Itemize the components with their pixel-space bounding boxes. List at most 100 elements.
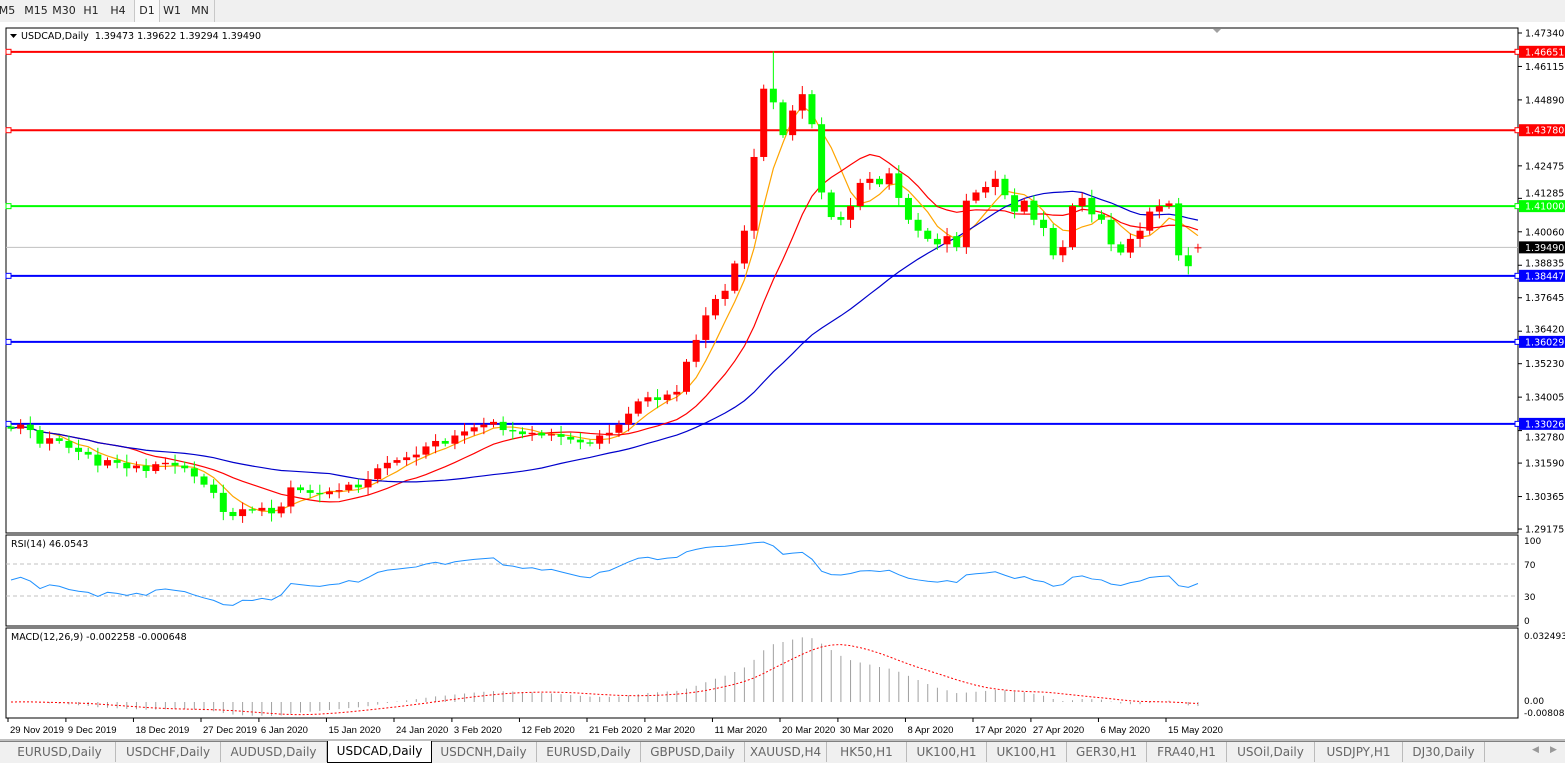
line-handle[interactable]	[5, 48, 12, 55]
macd-axis-label: 0.032493	[1524, 632, 1565, 642]
timeframe-mn[interactable]: MN	[191, 4, 209, 17]
candle-body	[711, 298, 719, 316]
candle	[1146, 207, 1154, 235]
chart-tab[interactable]: USOil,Daily	[1227, 742, 1315, 762]
candle-body	[441, 440, 449, 444]
chart-tab[interactable]: AUDUSD,Daily	[221, 742, 327, 762]
level-price-label-bg	[1519, 417, 1565, 430]
candle-body	[480, 424, 488, 428]
candle	[161, 457, 169, 470]
candle-body	[895, 173, 903, 198]
chart-tab[interactable]: EURUSD,Daily	[537, 742, 641, 762]
candle	[721, 283, 729, 306]
line-handle[interactable]	[5, 272, 12, 279]
candle	[972, 189, 980, 204]
timeframe-m5[interactable]: M5	[0, 4, 16, 17]
timeframe-m15[interactable]: M15	[24, 4, 48, 17]
candle	[991, 170, 999, 196]
candle-body	[1030, 200, 1038, 220]
chart-tab[interactable]: HK50,H1	[827, 742, 907, 762]
candle-body	[1059, 247, 1067, 256]
candle	[663, 390, 671, 405]
chart-tab[interactable]: USDCNH,Daily	[431, 742, 537, 762]
candle-body	[538, 432, 546, 436]
chart-tab[interactable]: DJ30,Daily	[1403, 742, 1485, 762]
candle	[808, 90, 816, 129]
candle	[702, 307, 710, 349]
candle	[837, 211, 845, 226]
dropdown-triangle-icon[interactable]	[10, 34, 17, 38]
candle-body	[518, 431, 526, 435]
line-handle[interactable]	[5, 338, 12, 345]
candle	[769, 51, 777, 110]
candle-body	[268, 507, 276, 514]
timeframe-w1[interactable]: W1	[163, 4, 181, 17]
price-tick-label: 1.46115	[1525, 62, 1564, 73]
chart-tab[interactable]: GBPUSD,Daily	[641, 742, 745, 762]
candle-body	[702, 315, 710, 340]
time-tick-label: 24 Jan 2020	[396, 725, 448, 736]
time-tick-label: 30 Mar 2020	[840, 725, 893, 736]
candle-body	[55, 438, 63, 441]
candle	[876, 176, 883, 188]
candle	[1078, 192, 1086, 212]
candle-body	[509, 430, 517, 432]
scroll-right-icon[interactable]: ▶	[1550, 745, 1557, 755]
candle-body	[152, 464, 160, 472]
line-handle[interactable]	[5, 127, 12, 134]
candle	[856, 178, 864, 211]
chart-tab[interactable]: UK100,H1	[907, 742, 987, 762]
candle	[847, 197, 855, 228]
chart-tab[interactable]: FRA40,H1	[1147, 742, 1227, 762]
candle-body	[982, 187, 990, 193]
macd-label: MACD(12,26,9) -0.002258 -0.000648	[11, 632, 187, 643]
rsi-axis-label: 30	[1524, 593, 1536, 603]
chart-tab[interactable]: EURUSD,Daily	[4, 742, 116, 762]
chart-tab[interactable]: USDJPY,H1	[1315, 742, 1403, 762]
candle-body	[692, 339, 700, 362]
macd-panel[interactable]	[5, 627, 1519, 719]
candle-body	[316, 492, 324, 495]
candle-body	[663, 394, 671, 401]
candle	[711, 294, 719, 320]
time-tick-label: 21 Feb 2020	[589, 725, 642, 736]
timeframe-m30[interactable]: M30	[52, 4, 76, 17]
candle-body	[914, 219, 922, 231]
line-handle[interactable]	[5, 420, 12, 427]
candle-body	[827, 192, 835, 218]
rsi-panel[interactable]	[5, 534, 1519, 627]
candle	[490, 419, 497, 428]
candle-body	[1126, 238, 1134, 253]
candle-body	[1146, 211, 1154, 231]
line-handle[interactable]	[5, 203, 12, 210]
candle	[924, 227, 932, 242]
chart-tab[interactable]: USDCAD,Daily	[327, 741, 432, 763]
time-tick-label: 9 Dec 2019	[68, 725, 117, 736]
shift-marker-icon[interactable]	[1213, 29, 1221, 33]
candle	[239, 502, 247, 523]
price-tick-label: 1.31590	[1525, 459, 1564, 470]
chart-tab[interactable]: USDCHF,Daily	[116, 742, 221, 762]
candle	[335, 483, 343, 499]
candle	[567, 432, 575, 444]
scroll-left-icon[interactable]: ◀	[1532, 745, 1539, 755]
candle-body	[75, 447, 83, 452]
candle	[654, 389, 662, 409]
time-tick-label: 29 Nov 2019	[10, 725, 64, 736]
candle	[152, 461, 160, 474]
candle	[345, 481, 353, 493]
candle-body	[306, 490, 314, 493]
main-panel[interactable]	[5, 27, 1519, 534]
candle	[904, 193, 912, 224]
timeframe-h1[interactable]: H1	[83, 4, 99, 17]
chart-tab[interactable]: UK100,H1	[987, 742, 1067, 762]
timeframe-d1[interactable]: D1	[134, 0, 160, 22]
candle-body	[297, 487, 304, 491]
chart-tab[interactable]: GER30,H1	[1067, 742, 1147, 762]
timeframe-h4[interactable]: H4	[110, 4, 126, 17]
candle	[953, 232, 961, 252]
candle-body	[84, 451, 92, 455]
candle	[75, 439, 83, 461]
chart-tab[interactable]: XAUUSD,H4	[745, 742, 827, 762]
candle	[354, 479, 362, 493]
